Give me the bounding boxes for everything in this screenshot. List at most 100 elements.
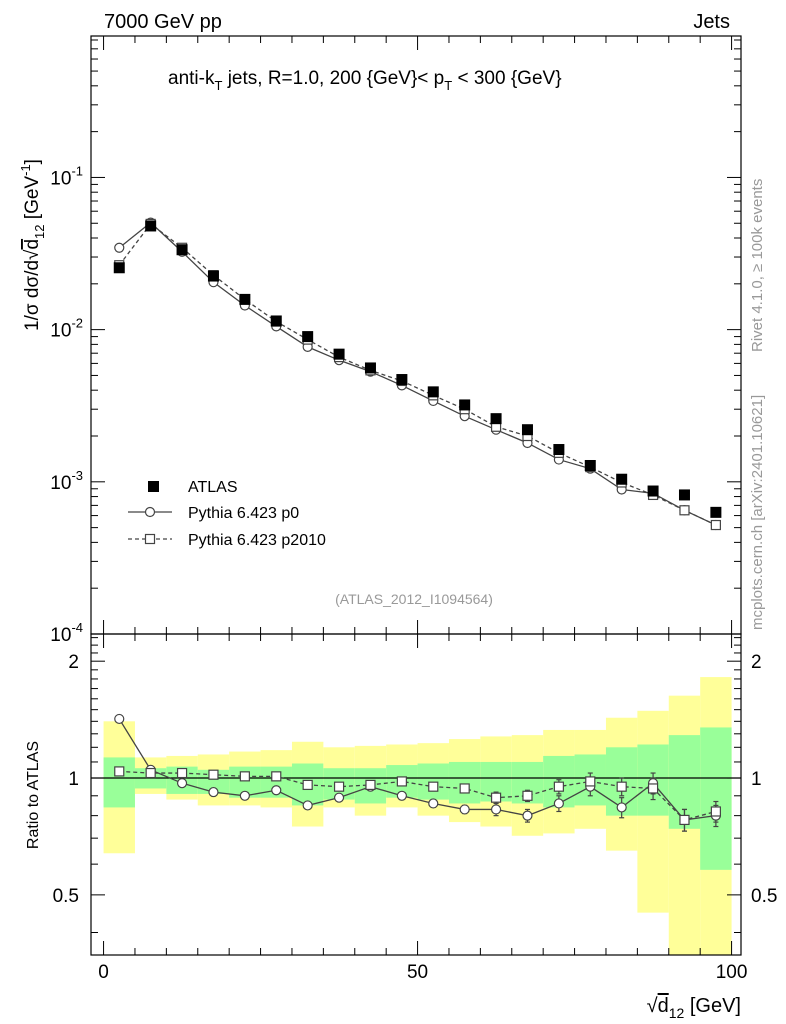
sqrt-sign: √	[22, 249, 43, 260]
legend-label-atlas: ATLAS	[188, 479, 238, 496]
ratio-y-axis-label: Ratio to ATLAS	[25, 741, 42, 849]
atlas-data-point	[647, 485, 659, 497]
band-inner-bin	[700, 727, 732, 870]
p2010-ratio-point	[428, 781, 439, 792]
p2010-ratio-point	[176, 767, 188, 779]
p2010-ratio-point	[553, 781, 564, 792]
legend-entry-atlas: ATLAS	[148, 479, 238, 496]
atlas-data-point	[333, 348, 345, 360]
ratio-y-tick-label-left: 2	[68, 652, 79, 673]
p2010-ratio-point	[710, 806, 721, 817]
main-y-tick-label: 10-4	[50, 620, 83, 646]
p2010-ratio-point	[396, 776, 407, 787]
p2010-ratio-point	[333, 781, 345, 792]
p2010-ratio-point	[459, 783, 470, 794]
svg-text:√d12 [GeV]: √d12 [GeV]	[647, 995, 741, 1021]
p2010-ratio-point	[585, 776, 596, 787]
ratio-ticks: 0.5 0.5 1 1 2 2 0 50 100	[53, 634, 777, 983]
p0-main-line	[118, 221, 717, 526]
legend-entry-p2010: Pythia 6.423 p2010	[128, 532, 326, 549]
atlas-data-point	[427, 386, 439, 398]
atlas-data-point	[145, 220, 157, 232]
ratio-y-tick-label-left: 1	[68, 769, 79, 790]
p2010-ratio-point	[145, 767, 156, 779]
p2010-main-point	[679, 505, 690, 516]
ratio-x-tick-label: 0	[98, 962, 109, 983]
analysis-watermark: (ATLAS_2012_I1094564)	[335, 591, 493, 607]
legend: ATLAS Pythia 6.423 p0 Pythia 6.423 p2010	[128, 479, 326, 549]
p2010-ratio-point	[616, 781, 627, 792]
atlas-data-point	[616, 473, 628, 485]
p0-ratio-point	[428, 798, 439, 809]
atlas-data-point	[553, 444, 565, 456]
mcplots-label: mcplots.cern.ch [arXiv:2401.10621]	[749, 395, 766, 630]
atlas-data-point	[396, 374, 408, 386]
ratio-x-tick-label: 100	[716, 962, 748, 983]
atlas-data-point	[364, 362, 376, 374]
main-y-tick-label: 10-2	[50, 316, 83, 342]
p0-ratio-point	[208, 786, 219, 798]
ratio-uncertainty-bands	[103, 677, 732, 955]
p0-ratio-point	[553, 798, 564, 809]
p0-ratio-line	[118, 718, 716, 821]
atlas-data-point	[710, 506, 722, 518]
main-y-tick-label: 10-1	[50, 163, 83, 189]
atlas-data-point	[490, 413, 502, 425]
p0-ratio-point	[616, 802, 627, 813]
p2010-ratio-point	[679, 814, 690, 826]
header-category: Jets	[693, 11, 730, 33]
legend-marker-p0	[144, 506, 156, 518]
p2010-ratio-point	[302, 779, 313, 791]
p0-ratio-point	[176, 778, 188, 789]
p0-ratio-point	[396, 790, 407, 801]
ratio-series	[114, 713, 721, 832]
p0-ratio-point	[271, 785, 282, 796]
legend-marker-p2010	[144, 533, 156, 545]
p0-ratio-point	[114, 713, 125, 725]
ratio-panel: 0.5 0.5 1 1 2 2 0 50 100 Ratio to ATLAS √d12 [Ge…	[25, 633, 777, 1021]
ratio-frame	[90, 633, 742, 956]
x-axis-label: √d12 [GeV]	[647, 995, 741, 1021]
svg-text:1/σ dσ/d√d12 [GeV-1]: 1/σ dσ/d√d12 [GeV-1]	[18, 159, 47, 331]
ratio-x-tick-label: 50	[407, 962, 428, 983]
atlas-data-point	[584, 459, 596, 471]
p0-ratio-point	[239, 790, 250, 801]
main-y-ticks: 10-4 10-3 10-2 10-1	[50, 39, 741, 646]
p2010-ratio-point	[365, 779, 376, 791]
p2010-ratio-point	[114, 766, 125, 777]
main-y-axis-label: 1/σ dσ/d√d12 [GeV-1]	[18, 159, 47, 331]
atlas-data-point	[207, 270, 219, 282]
band-inner-bin	[103, 757, 135, 808]
p2010-ratio-line	[119, 770, 717, 821]
atlas-data-point	[176, 244, 188, 256]
p2010-main-point	[710, 519, 721, 531]
ratio-y-tick-label-right: 0.5	[751, 886, 777, 907]
header-energy: 7000 GeV pp	[104, 11, 222, 33]
p0-ratio-point	[490, 804, 502, 815]
atlas-data-point	[239, 293, 251, 305]
rivet-label: Rivet 4.1.0, ≥ 100k events	[749, 179, 766, 352]
p2010-ratio-point	[522, 790, 533, 801]
legend-marker-atlas	[148, 481, 159, 492]
main-panel: 10-4 10-3 10-2 10-1 anti-kT jets, R=1.0, 20…	[18, 35, 742, 646]
p0-main-point	[114, 242, 125, 253]
band-inner-bin	[448, 761, 481, 804]
p0-ratio-point	[333, 792, 345, 803]
main-x-ticks	[103, 36, 733, 634]
plot-title: anti-kT jets, R=1.0, 200 {GeV}< pT < 300…	[168, 68, 562, 93]
legend-label-p0: Pythia 6.423 p0	[188, 505, 299, 522]
legend-entry-p0: Pythia 6.423 p0	[128, 505, 299, 522]
legend-label-p2010: Pythia 6.423 p2010	[188, 532, 326, 549]
ratio-y-tick-label-right: 2	[751, 652, 762, 673]
atlas-data-point	[521, 424, 533, 436]
p0-ratio-point	[522, 810, 533, 821]
ratio-y-tick-label-right: 1	[751, 769, 762, 790]
atlas-data-point	[270, 315, 282, 327]
p2010-main-line	[118, 223, 717, 526]
p2010-ratio-point	[271, 771, 282, 782]
atlas-data-point	[113, 262, 125, 274]
p2010-ratio-point	[647, 783, 659, 794]
p0-ratio-point	[459, 804, 470, 815]
atlas-data-point	[302, 331, 314, 343]
